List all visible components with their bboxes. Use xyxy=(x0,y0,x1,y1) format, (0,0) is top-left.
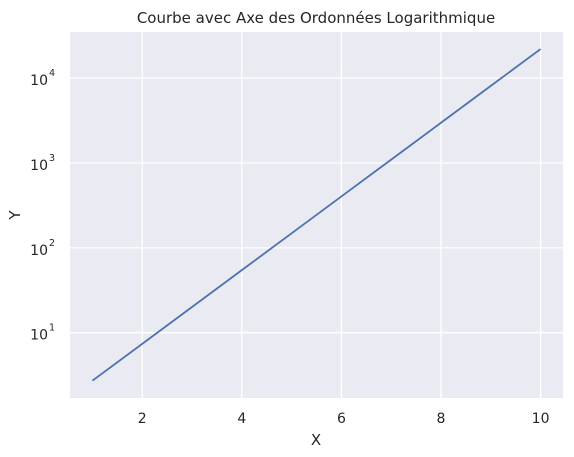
x-tick-label: 2 xyxy=(138,411,147,427)
y-tick-base: 10 xyxy=(30,243,48,259)
y-tick-exponent: 2 xyxy=(49,238,55,249)
x-axis-label: X xyxy=(311,431,321,449)
y-tick-exponent: 4 xyxy=(49,68,55,79)
chart-title: Courbe avec Axe des Ordonnées Logarithmi… xyxy=(137,9,495,27)
series-layer xyxy=(91,48,542,382)
series-line xyxy=(91,48,542,382)
y-tick-base: 10 xyxy=(30,158,48,174)
x-tick-label: 8 xyxy=(437,411,446,427)
y-tick-base: 10 xyxy=(30,73,48,89)
x-tick-label: 4 xyxy=(237,411,246,427)
y-tick-base: 10 xyxy=(30,328,48,344)
x-tick-label: 10 xyxy=(532,411,550,427)
x-tick-label: 6 xyxy=(337,411,346,427)
y-tick-label: 10 4 xyxy=(30,68,55,89)
y-tick-label: 10 1 xyxy=(30,323,55,344)
y-axis-label: Y xyxy=(6,210,24,221)
y-tick-exponent: 1 xyxy=(49,323,55,334)
grid xyxy=(70,32,563,398)
x-ticks: 2 4 6 8 10 xyxy=(138,411,550,427)
y-tick-label: 10 2 xyxy=(30,238,55,259)
y-tick-label: 10 3 xyxy=(30,153,55,174)
y-tick-exponent: 3 xyxy=(49,153,55,164)
